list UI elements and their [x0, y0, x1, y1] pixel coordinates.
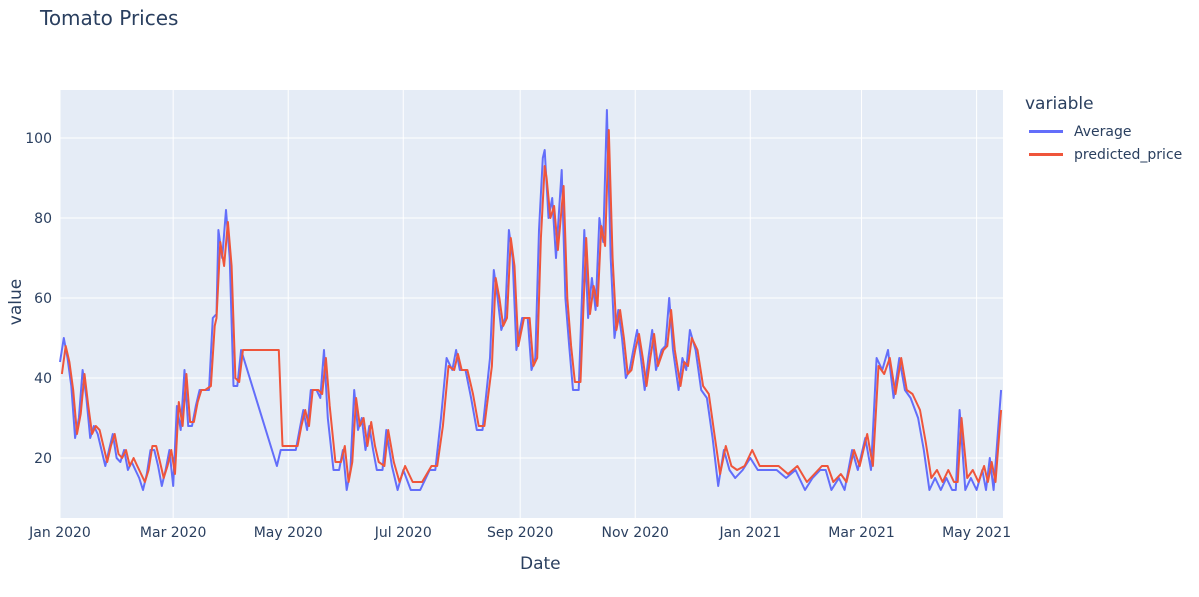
y-tick-label: 80: [34, 211, 52, 227]
y-tick-label: 60: [34, 291, 52, 307]
y-tick-label: 40: [34, 371, 52, 387]
x-tick-label: May 2020: [254, 525, 323, 541]
legend-swatch-average: [1029, 130, 1063, 133]
x-tick-label: Jul 2020: [374, 525, 432, 541]
legend: variable Average predicted_price: [1025, 94, 1182, 166]
x-axis-title: Date: [520, 554, 561, 574]
legend-label-predicted-price: predicted_price: [1074, 146, 1183, 163]
series-lines: [59, 109, 1003, 491]
x-tick-label: May 2021: [942, 525, 1011, 541]
legend-label-average: Average: [1074, 123, 1132, 140]
y-tick-label: 20: [34, 451, 52, 467]
legend-item-average[interactable]: Average: [1025, 120, 1182, 143]
x-tick-label: Jan 2021: [718, 525, 781, 541]
y-tick-label: 100: [25, 131, 52, 147]
series-line-average: [59, 109, 1003, 491]
x-tick-labels: Jan 2020 Mar 2020 May 2020 Jul 2020 Sep 2020…: [28, 525, 1011, 541]
y-tick-labels: 20 40 60 80 100: [25, 131, 52, 467]
legend-swatch-predicted-price: [1029, 153, 1063, 156]
x-tick-label: Jan 2020: [28, 525, 91, 541]
x-tick-label: Nov 2020: [602, 525, 669, 541]
legend-item-predicted-price[interactable]: predicted_price: [1025, 143, 1182, 166]
y-axis-title: value: [6, 278, 27, 326]
legend-title: variable: [1025, 94, 1094, 114]
x-tick-label: Mar 2020: [140, 525, 207, 541]
x-tick-label: Mar 2021: [828, 525, 895, 541]
x-tick-label: Sep 2020: [487, 525, 553, 541]
chart-title: Tomato Prices: [40, 6, 179, 30]
series-line-predicted-price: [60, 129, 1003, 483]
